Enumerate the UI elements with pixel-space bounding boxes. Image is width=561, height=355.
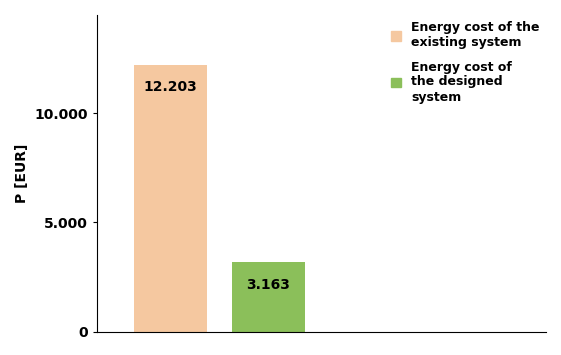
Text: 12.203: 12.203 xyxy=(144,81,197,94)
Bar xyxy=(134,65,207,332)
Legend: Energy cost of the
existing system, Energy cost of
the designed
system: Energy cost of the existing system, Ener… xyxy=(387,16,545,109)
Text: 3.163: 3.163 xyxy=(246,278,291,292)
Y-axis label: P [EUR]: P [EUR] xyxy=(15,143,29,203)
Bar xyxy=(232,262,305,332)
